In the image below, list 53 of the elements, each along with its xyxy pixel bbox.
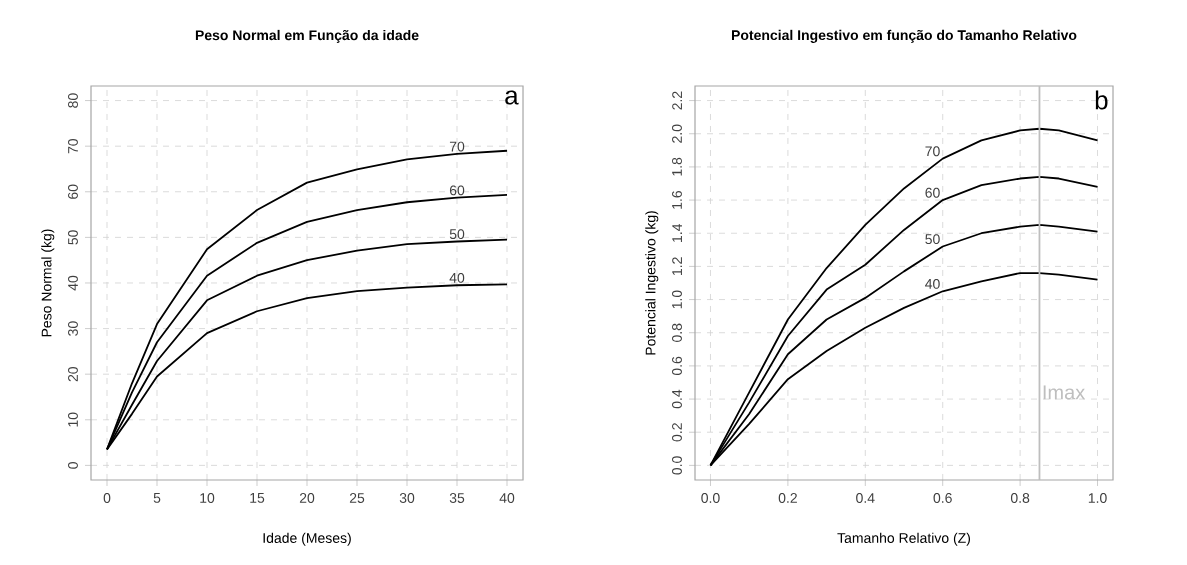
x-tick-label: 0.2: [778, 493, 797, 503]
y-tick-label: 0.2: [672, 423, 682, 442]
y-tick-label: 0.6: [672, 356, 682, 376]
x-tick-label: 30: [399, 493, 415, 503]
x-tick-label: 25: [349, 493, 365, 503]
x-tick-label: 15: [250, 493, 265, 503]
y-tick-label: 1.0: [672, 290, 682, 309]
x-tick-label: 35: [449, 493, 465, 503]
y-tick-label: 1.8: [672, 157, 682, 176]
series-label: 40: [449, 272, 465, 283]
y-tick-label: 0.0: [672, 456, 682, 475]
x-axis-title: Tamanho Relativo (Z): [837, 532, 971, 546]
y-tick-label: 80: [68, 93, 78, 108]
x-tick-label: 0.6: [933, 493, 952, 503]
y-tick-label: 1.2: [672, 257, 682, 276]
y-tick-label: 10: [68, 412, 78, 427]
x-tick-label: 40: [499, 493, 515, 503]
ref-line-label: Imax: [1043, 385, 1085, 400]
y-tick-label: 2.2: [672, 91, 682, 110]
y-tick-label: 2.0: [672, 124, 682, 143]
chart-title: Peso Normal em Função da idade: [195, 29, 419, 43]
y-tick-label: 0.8: [672, 323, 682, 342]
series-label: 40: [925, 278, 940, 289]
x-tick-label: 10: [200, 493, 215, 503]
series-label: 70: [925, 146, 940, 157]
y-tick-label: 1.4: [672, 223, 682, 242]
x-tick-label: 0: [103, 493, 111, 503]
y-tick-label: 70: [68, 138, 78, 154]
y-tick-label: 30: [68, 321, 78, 336]
x-tick-label: 1.0: [1088, 493, 1107, 503]
y-tick-label: 20: [68, 366, 78, 382]
x-tick-label: 0.0: [701, 493, 720, 503]
y-axis-title: Potencial Ingestivo (kg): [645, 211, 659, 355]
x-tick-label: 0.8: [1010, 493, 1030, 503]
x-tick-label: 5: [153, 493, 161, 503]
chart-title: Potencial Ingestivo em função do Tamanho Relativo: [731, 29, 1077, 43]
y-tick-label: 0: [68, 462, 78, 469]
series-label: 60: [925, 187, 940, 198]
y-tick-label: 0.4: [672, 389, 682, 409]
y-tick-label: 50: [68, 230, 78, 245]
annotation: a: [505, 90, 519, 105]
y-tick-label: 60: [68, 184, 78, 199]
series-label: 70: [449, 141, 465, 152]
y-tick-label: 1.6: [672, 190, 682, 209]
x-tick-label: 20: [299, 493, 315, 503]
annotation: b: [1095, 90, 1108, 110]
x-tick-label: 0.4: [856, 493, 875, 503]
series-label: 60: [449, 185, 465, 196]
y-axis-title: Peso Normal (kg): [41, 229, 55, 337]
x-axis-title: Idade (Meses): [263, 532, 351, 546]
series-label: 50: [449, 229, 465, 240]
series-label: 50: [925, 234, 940, 245]
y-tick-label: 40: [68, 275, 78, 291]
